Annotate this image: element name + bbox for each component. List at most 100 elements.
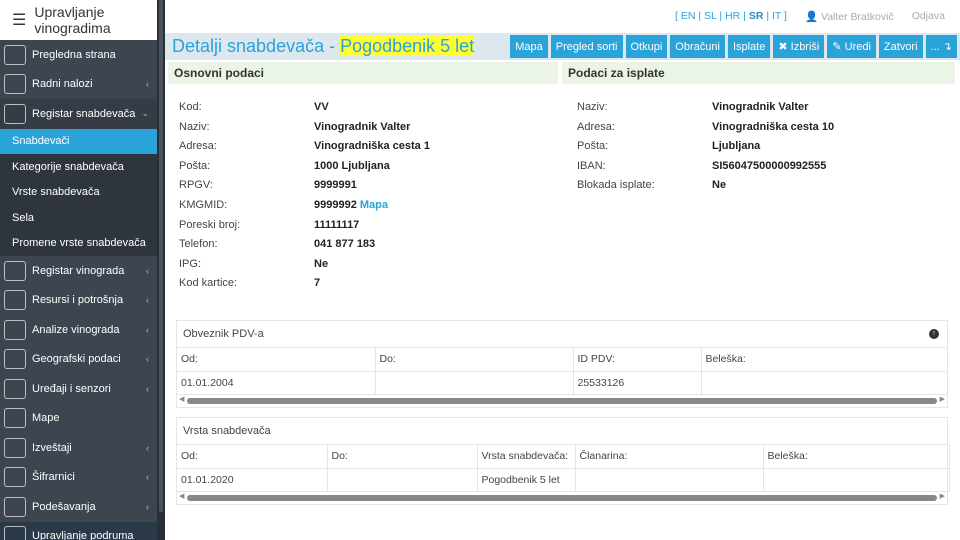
toolbar-button[interactable]: Otkupi [625, 35, 668, 58]
type-panel-title: Vrsta snabdevača [183, 425, 271, 437]
column-header: Od: [177, 445, 328, 469]
sidebar-item[interactable]: Registar snabdevača ⌄ [0, 99, 157, 129]
sidebar-scroll-thumb[interactable] [159, 0, 163, 512]
sidebar-subitem[interactable]: Promene vrste snabdevača [0, 230, 157, 256]
vat-hscrollbar[interactable]: ◀ ▶ [179, 395, 945, 404]
chevron-icon: ‹ [146, 295, 149, 306]
toolbar-button[interactable]: Obračuni [670, 35, 725, 58]
sidebar-item[interactable]: Upravljanje podruma [0, 521, 157, 540]
column-header: Beleška: [763, 445, 950, 469]
map-icon [4, 408, 26, 429]
column-header: Članarina: [575, 445, 764, 469]
field-value: 1000 Ljubljana [314, 160, 390, 172]
sidebar-item-label: Geografski podaci [32, 353, 121, 366]
field-row: Adresa: Vinogradniška cesta 10 [577, 121, 834, 141]
map-link[interactable]: Mapa [359, 199, 389, 211]
field-row: Kod kartice: 7 [179, 277, 320, 297]
sidebar-item-label: Izveštaji [32, 441, 72, 454]
column-header: Od: [177, 348, 376, 372]
collapse-icon[interactable]: ↑ [929, 329, 939, 339]
field-label: Adresa: [179, 140, 217, 153]
table-cell: 01.01.2004 [177, 371, 376, 395]
toolbar-button[interactable]: Isplate [727, 35, 771, 58]
value-text: SI56047500000992555 [712, 159, 827, 172]
field-row: KMGMID: 9999992 Mapa [179, 199, 388, 219]
sidebar-item[interactable]: Registar vinograda ‹ [0, 256, 157, 286]
drone-icon [4, 349, 26, 370]
toolbar-button[interactable]: Mapa [510, 35, 548, 58]
sidebar-item[interactable]: Geografski podaci ‹ [0, 345, 157, 375]
field-row: IBAN: SI56047500000992555 [577, 160, 826, 180]
column-header: Do: [327, 445, 478, 469]
field-value: Ljubljana [712, 140, 760, 152]
gear-icon [4, 496, 26, 517]
field-value: Ne [712, 179, 726, 191]
sidebar-item[interactable]: Resursi i potrošnja ‹ [0, 286, 157, 316]
toolbar-button[interactable]: ... ↴ [925, 35, 957, 58]
sidebar-subitem[interactable]: Sela [0, 205, 157, 231]
field-label: RPGV: [179, 179, 213, 192]
sidebar-item[interactable]: Radni nalozi ‹ [0, 70, 157, 100]
list-icon [4, 467, 26, 488]
value-text: Ljubljana [712, 140, 761, 153]
chevron-icon: ‹ [146, 324, 149, 335]
field-row: Kod: VV [179, 101, 329, 121]
section-payment-title: Podaci za isplate [562, 62, 955, 84]
table-cell [763, 468, 950, 492]
logout-link[interactable]: Odjava [911, 10, 945, 22]
toolbar-button[interactable]: Pregled sorti [550, 35, 623, 58]
sidebar-item-label: Pregledna strana [32, 48, 116, 61]
field-row: Naziv: Vinogradnik Valter [577, 101, 808, 121]
type-hscrollbar[interactable]: ◀ ▶ [179, 492, 945, 501]
sidebar-item[interactable]: Uređaji i senzori ‹ [0, 374, 157, 404]
field-label: Naziv: [577, 101, 608, 113]
field-label: Blokada isplate: [577, 179, 655, 192]
menu-icon[interactable]: ☰ [12, 12, 27, 29]
sidebar-item-label: Upravljanje podruma [32, 530, 134, 540]
table-row: 01.01.2020 Pogodbenik 5 let [177, 468, 950, 492]
vineyard-icon [4, 260, 26, 281]
value-text: Vinogradnik Valter [712, 101, 809, 113]
table-cell: Pogodbenik 5 let [477, 468, 576, 492]
table-cell [375, 371, 574, 395]
table-row: 01.01.2004 25533126 [177, 371, 948, 395]
table-cell [701, 371, 948, 395]
resources-icon [4, 290, 26, 311]
sidebar-item[interactable]: Šifrarnici ‹ [0, 463, 157, 493]
sidebar-subitem[interactable]: Vrste snabdevača [0, 179, 157, 205]
sidebar-item[interactable]: Izveštaji ‹ [0, 433, 157, 463]
sidebar: ☰ Upravljanje vinogradima Pregledna stra… [0, 0, 157, 540]
field-label: Pošta: [577, 140, 609, 153]
sidebar-subitem[interactable]: Kategorije snabdevača [0, 154, 157, 180]
lang-link[interactable]: EN [680, 10, 696, 22]
sidebar-item[interactable]: Analize vinograda ‹ [0, 315, 157, 345]
vat-panel: Obveznik PDV-a ↑ Od: Do: ID PDV: Beleška: 01.… [176, 320, 948, 408]
lang-link[interactable]: HR [725, 10, 741, 22]
sidebar-item-label: Registar vinograda [32, 264, 125, 277]
field-row: IPG: Ne [179, 257, 328, 278]
field-label: Naziv: [179, 120, 210, 133]
field-label: IPG: [179, 257, 202, 270]
sidebar-item-label: Mape [32, 412, 60, 425]
lang-link[interactable]: SR [748, 10, 764, 22]
field-label: Telefon: [179, 238, 218, 251]
value-text: 1000 Ljubljana [314, 159, 390, 172]
sidebar-subitem[interactable]: Snabdevači [0, 128, 157, 154]
field-value: SI56047500000992555 [712, 160, 826, 172]
vat-panel-title: Obveznik PDV-a [183, 328, 264, 340]
toolbar-button[interactable]: ✎ Uredi [827, 35, 876, 58]
app-title: Upravljanje vinogradima [34, 4, 111, 36]
sidebar-item[interactable]: Pregledna strana [0, 40, 157, 70]
lang-link[interactable]: IT [771, 10, 782, 22]
sidebar-item[interactable]: Podešavanja ‹ [0, 492, 157, 522]
lang-link[interactable]: SL [704, 10, 717, 22]
brand: ☰ Upravljanje vinogradima [0, 0, 157, 40]
vat-table: Od: Do: ID PDV: Beleška: 01.01.2004 25533126 [177, 348, 948, 395]
toolbar-button[interactable]: Zatvori [878, 35, 923, 58]
title-text: Detalji snabdevača - [172, 36, 341, 56]
field-value: Vinogradnik Valter [712, 101, 808, 113]
toolbar-button[interactable]: ✖ Izbriši [773, 35, 825, 58]
sidebar-item[interactable]: Mape [0, 404, 157, 434]
column-header: Do: [375, 348, 574, 372]
value-text: Ne [712, 179, 727, 192]
